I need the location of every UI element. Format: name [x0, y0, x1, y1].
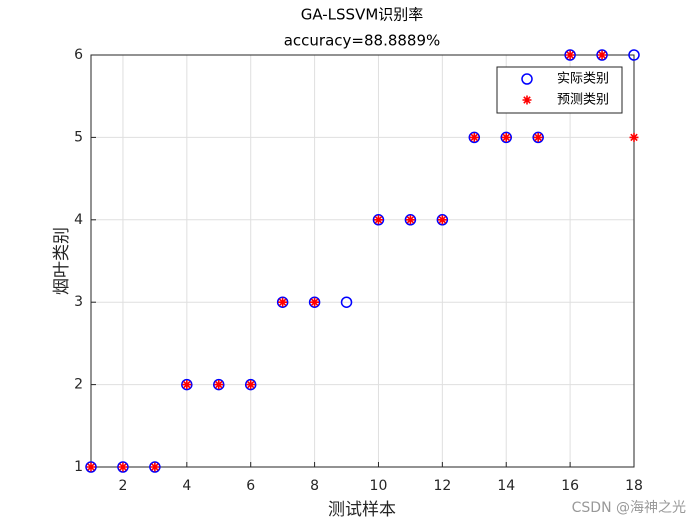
- point: [532, 131, 544, 144]
- chart-title: GA-LSSVM识别率: [301, 6, 424, 24]
- y-tick-label: 4: [74, 212, 83, 228]
- x-tick-label: 18: [625, 478, 643, 494]
- point: [468, 131, 481, 144]
- x-tick-label: 16: [561, 478, 579, 494]
- point: [150, 462, 160, 472]
- x-tick-label: 2: [118, 478, 127, 494]
- point: [276, 296, 289, 308]
- point: [310, 297, 320, 307]
- y-tick-label: 5: [74, 129, 83, 145]
- point: [533, 132, 543, 142]
- point: [85, 461, 97, 473]
- chart-subtitle: accuracy=88.8889%: [284, 32, 441, 50]
- watermark: CSDN @海神之光: [572, 500, 686, 516]
- point: [149, 461, 161, 473]
- y-tick-label: 1: [74, 459, 83, 475]
- point: [628, 49, 640, 61]
- point: [213, 378, 225, 391]
- y-tick-label: 3: [74, 294, 83, 310]
- axes-box: [90, 54, 635, 468]
- point: [597, 50, 607, 60]
- x-axis-label: 测试样本: [328, 500, 396, 520]
- point: [214, 380, 224, 390]
- point: [469, 132, 479, 142]
- point: [340, 296, 353, 308]
- point: [564, 49, 576, 61]
- point: [596, 49, 608, 61]
- y-tick-label: 6: [74, 47, 83, 63]
- x-tick-label: 14: [497, 478, 515, 494]
- legend-marker: [522, 95, 532, 105]
- point: [86, 462, 96, 472]
- point: [500, 131, 512, 144]
- x-tick-label: 12: [433, 478, 451, 494]
- point: [117, 461, 129, 473]
- point: [565, 50, 575, 60]
- point: [182, 380, 192, 390]
- point: [181, 378, 193, 391]
- point: [501, 132, 511, 142]
- legend-label: 预测类别: [557, 93, 609, 108]
- legend-marker: [521, 73, 533, 85]
- x-tick-label: 6: [246, 478, 255, 494]
- point: [437, 215, 447, 225]
- point: [405, 215, 415, 225]
- point: [436, 214, 449, 226]
- x-tick-label: 10: [370, 478, 388, 494]
- y-tick-label: 2: [74, 377, 83, 393]
- x-tick-label: 4: [182, 478, 191, 494]
- point: [244, 378, 257, 391]
- point: [372, 214, 385, 226]
- point: [308, 296, 321, 308]
- plot-area: [91, 55, 634, 467]
- x-tick-label: 8: [310, 478, 319, 494]
- point: [629, 132, 639, 142]
- point: [246, 380, 256, 390]
- point: [373, 215, 383, 225]
- point: [118, 462, 128, 472]
- legend-box: [496, 66, 623, 114]
- legend-label: 实际类别: [557, 72, 609, 87]
- point: [278, 297, 288, 307]
- point: [404, 214, 417, 226]
- y-axis-label: 烟叶类别: [52, 227, 72, 295]
